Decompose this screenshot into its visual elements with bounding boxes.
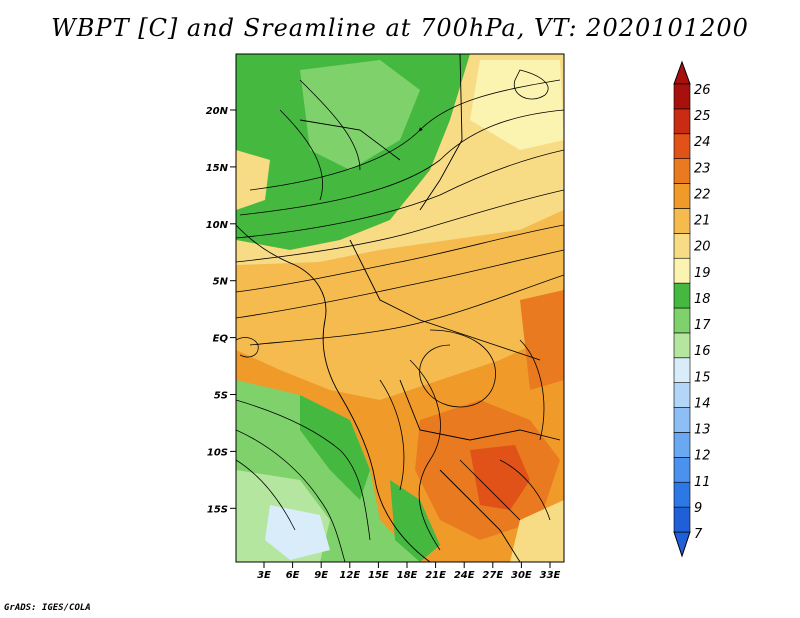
colorbar-label: 14 xyxy=(694,396,711,411)
lon-tick-label: 3E xyxy=(257,570,271,581)
boundaries xyxy=(236,54,561,562)
map-area xyxy=(236,54,564,562)
colorbar-label: 13 xyxy=(694,423,711,438)
colorbar-bottom-arrow xyxy=(673,531,691,558)
lat-tick-label: 20N xyxy=(206,106,229,117)
colorbar-segment xyxy=(673,457,691,483)
colorbar-label: 9 xyxy=(694,501,702,516)
colorbar-label: 26 xyxy=(694,83,711,98)
field-southwest-darkgreen xyxy=(300,395,370,500)
lat-tick-label: 15N xyxy=(206,163,229,174)
longitude-axis: 3E 6E 9E 12E 15E 18E 21E 24E 27E 30E 33E xyxy=(257,562,561,581)
field-south-green xyxy=(390,480,440,562)
colorbar-segment xyxy=(673,208,691,234)
colorbar-segment xyxy=(673,307,691,334)
colorbar-segment xyxy=(673,282,691,309)
lon-tick-label: 18E xyxy=(397,570,418,581)
colorbar-segment xyxy=(673,481,691,508)
colorbar-label: 18 xyxy=(694,292,711,307)
map-title: WBPT [C] and Sreamline at 700hPa, VT: 20… xyxy=(51,14,749,42)
colorbar-segment xyxy=(673,357,691,383)
lon-tick-label: 21E xyxy=(425,570,446,581)
field-orange-band xyxy=(236,210,564,400)
lon-tick-label: 27E xyxy=(482,570,503,581)
streamlines xyxy=(236,69,564,562)
colorbar-label: 11 xyxy=(694,475,711,490)
colorbar-label: 20 xyxy=(694,240,711,255)
latitude-axis: 20N 15N 10N 5N EQ 5S 10S 15S xyxy=(206,106,236,515)
lon-tick-label: 6E xyxy=(286,570,300,581)
colorbar-segment xyxy=(673,332,691,359)
colorbar-label: 12 xyxy=(694,449,711,464)
field-yellow-light xyxy=(470,60,564,150)
colorbar-label: 16 xyxy=(694,344,711,359)
colorbar-label: 24 xyxy=(694,135,711,150)
lon-tick-label: 30E xyxy=(511,570,532,581)
grads-credit: GrADS: IGES/COLA xyxy=(4,603,91,613)
field-hot-core xyxy=(470,445,530,510)
map-frame xyxy=(235,53,565,563)
colorbar-segment xyxy=(673,158,691,184)
colorbar-label: 17 xyxy=(694,318,711,333)
lon-tick-label: 24E xyxy=(454,570,475,581)
lon-tick-label: 12E xyxy=(339,570,360,581)
lon-tick-label: 33E xyxy=(540,570,561,581)
colorbar-label: 19 xyxy=(694,266,711,281)
colorbar-label: 22 xyxy=(694,187,711,202)
lat-tick-label: EQ xyxy=(213,334,229,345)
colorbar-segment xyxy=(673,233,691,259)
colorbar-label: 15 xyxy=(694,370,711,385)
colorbar-label: 25 xyxy=(694,109,711,124)
colorbar-label: 7 xyxy=(694,527,703,542)
colorbar-label: 21 xyxy=(694,214,711,229)
colorbar-segment xyxy=(673,506,691,533)
colorbar-segment xyxy=(673,108,691,135)
colorbar-segment xyxy=(673,133,691,159)
field-yellow-west xyxy=(236,150,270,210)
field-southwest-cyan xyxy=(265,505,330,560)
colorbar-segment xyxy=(673,83,691,110)
colorbar-segment xyxy=(673,257,691,284)
lat-tick-label: 10S xyxy=(207,447,228,458)
lat-tick-label: 5S xyxy=(214,391,228,402)
colorbar: 7 9 11 12 13 14 15 16 17 18 19 20 21 22 23 24 25 26 xyxy=(673,60,711,558)
lat-tick-label: 10N xyxy=(206,220,229,231)
colorbar-top-arrow xyxy=(673,60,691,85)
lon-tick-label: 15E xyxy=(368,570,389,581)
lon-tick-label: 9E xyxy=(314,570,328,581)
colorbar-label: 23 xyxy=(694,161,711,176)
colorbar-segment xyxy=(673,382,691,408)
field-southeast-yellow xyxy=(510,500,564,562)
colorbar-segment xyxy=(673,432,691,458)
colorbar-segment xyxy=(673,183,691,209)
colorbar-segment xyxy=(673,407,691,433)
lat-tick-label: 5N xyxy=(213,277,229,288)
field-warm-east xyxy=(520,290,564,390)
lat-tick-label: 15S xyxy=(207,504,228,515)
field-north-lightgreen xyxy=(300,60,420,170)
